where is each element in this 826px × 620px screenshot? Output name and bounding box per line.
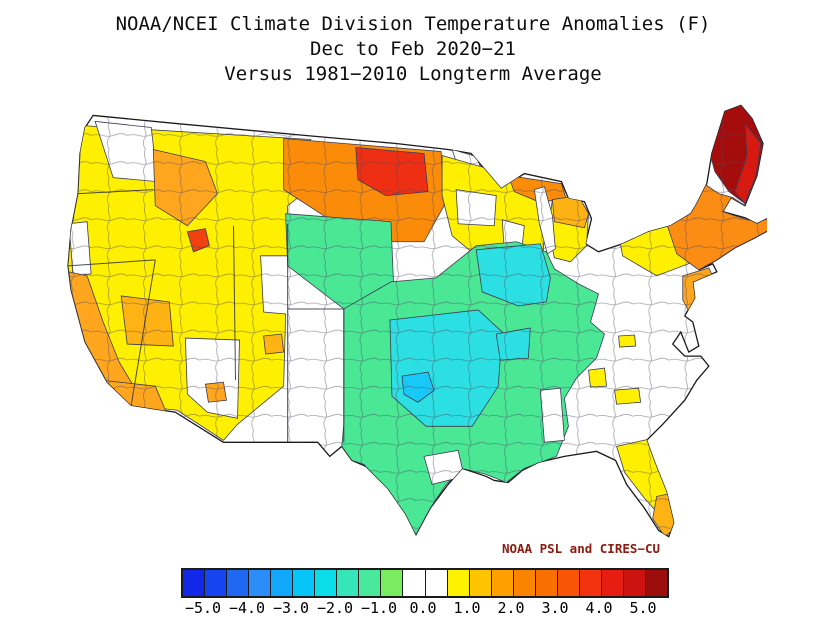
colorbar-segment [359,570,382,596]
colorbar-segment [337,570,360,596]
colorbar-segment [249,570,272,596]
colorbar-tick: 3.0 [541,599,569,617]
colorbar-tick: −3.0 [272,599,310,617]
colorbar-tick: −1.0 [360,599,398,617]
colorbar-tick: 2.0 [497,599,525,617]
division-grid-texture [68,105,767,537]
state-borders [68,189,345,443]
title-baseline: Versus 1981−2010 Longterm Average [224,63,602,85]
page-title: NOAA/NCEI Climate Division Temperature A… [115,13,711,35]
colorbar-segment [315,570,338,596]
colorbar-segment [513,570,536,596]
colorbar-segment [403,570,426,596]
colorbar-segment [535,570,558,596]
colorbar-segment [447,570,470,596]
colorbar-segment [469,570,492,596]
colorbar-tick: 0.0 [409,599,437,617]
colorbar-tick: −2.0 [316,599,354,617]
colorbar-segment [623,570,646,596]
colorbar-segment [557,570,580,596]
colorbar-segment [293,570,316,596]
credit-text: NOAA PSL and CIRES−CU [501,541,660,556]
colorbar-segment [205,570,228,596]
colorbar-segment [491,570,514,596]
colorbar [181,568,669,598]
colorbar-ticks: −5.0 −4.0 −3.0 −2.0 −1.0 0.0 1.0 2.0 3.0 4.0 5.0 [181,599,665,617]
colorbar-tick: 4.0 [585,599,613,617]
colorbar-segment [183,570,206,596]
title-period: Dec to Feb 2020−21 [310,38,516,60]
colorbar-segment [227,570,250,596]
colorbar-segment [271,570,294,596]
colorbar-segment [645,570,668,596]
colorbar-tick: −5.0 [184,599,222,617]
colorbar-segment [579,570,602,596]
colorbar-tick: 1.0 [453,599,481,617]
colorbar-segment [425,570,448,596]
colorbar-tick: 5.0 [629,599,657,617]
title-block: NOAA/NCEI Climate Division Temperature A… [0,12,826,87]
colorbar-segment [601,570,624,596]
us-map-svg [67,104,774,538]
colorbar-segment [381,570,404,596]
colorbar-tick: −4.0 [228,599,266,617]
us-anomaly-map [55,93,774,555]
